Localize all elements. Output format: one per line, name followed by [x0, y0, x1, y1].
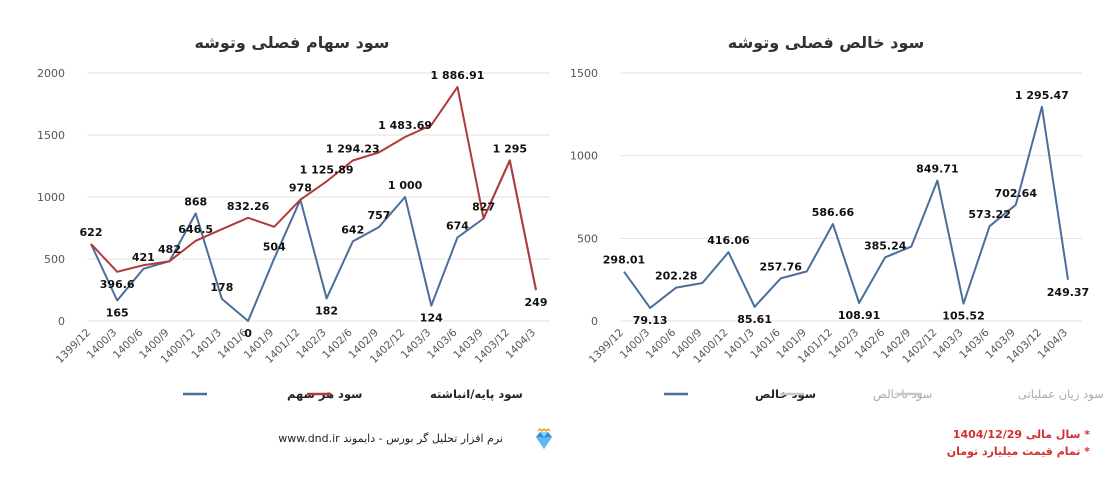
data-label: 827: [472, 200, 495, 213]
footer-notes: * سال مالی 1404/12/29 * تمام قیمت میلیار…: [890, 426, 1090, 460]
data-label: 124: [420, 312, 443, 325]
y-tick-label: 2000: [37, 67, 65, 80]
data-label: 1 000: [388, 179, 423, 192]
data-label: 832.26: [227, 200, 270, 213]
data-label: 249: [525, 296, 548, 309]
data-label: 178: [210, 281, 233, 294]
diamond-logo-icon: [536, 428, 552, 449]
data-label: 702.64: [995, 187, 1038, 200]
data-label: 257.76: [759, 260, 802, 273]
software-credit: نرم افزار تحلیل گر بورس - دایموند www.dn…: [278, 432, 503, 445]
data-label: 504: [263, 241, 286, 254]
data-label: 1 295.47: [1015, 89, 1069, 102]
data-label: 85.61: [737, 313, 772, 326]
currency-note: * تمام قیمت میلیارد تومان: [946, 445, 1090, 458]
data-label: 674: [446, 219, 469, 232]
chart-title: سود سهام فصلی وتوشه: [194, 33, 389, 52]
data-label: 757: [367, 209, 390, 222]
data-label: 416.06: [707, 234, 750, 247]
data-label: 202.28: [655, 270, 697, 283]
data-label: 1 295: [493, 142, 527, 155]
data-label: 1 294.23: [326, 143, 380, 156]
data-label: 622: [80, 226, 103, 239]
data-label: 182: [315, 304, 338, 317]
data-label: 298.01: [603, 254, 645, 267]
data-label: 646.5: [178, 223, 213, 236]
y-tick-label: 1000: [570, 150, 598, 163]
data-label: 482: [158, 243, 181, 256]
data-label: 0: [244, 327, 252, 340]
series-line: [90, 159, 537, 322]
data-label: 1 886.91: [431, 69, 485, 82]
data-label: 396.6: [100, 278, 135, 291]
legend-label: سود زیان عملیاتی: [1018, 387, 1104, 402]
data-label: 79.13: [633, 314, 668, 327]
data-label: 868: [184, 195, 207, 208]
data-label: 385.24: [864, 239, 907, 252]
data-label: 849.71: [916, 163, 958, 176]
data-label: 586.66: [812, 206, 855, 219]
fiscal-year-note: * سال مالی 1404/12/29: [952, 428, 1090, 441]
series-line: [623, 105, 1069, 309]
data-label: 642: [341, 223, 364, 236]
data-label: 165: [106, 307, 129, 320]
y-tick-label: 0: [591, 315, 598, 328]
chart-title: سود خالص فصلی وتوشه: [728, 33, 924, 52]
series-line: [90, 86, 537, 291]
x-tick-label: 1399/12: [587, 327, 626, 366]
data-label: 1 483.69: [378, 119, 432, 132]
data-label: 1 125.89: [300, 163, 354, 176]
data-label: 573.22: [968, 208, 1010, 221]
data-label: 421: [132, 251, 155, 264]
y-tick-label: 1000: [37, 191, 65, 204]
data-label: 249.37: [1047, 286, 1089, 299]
data-label: 978: [289, 182, 312, 195]
x-tick-label: 1404/3: [504, 327, 539, 362]
y-tick-label: 0: [58, 315, 65, 328]
data-label: 105.52: [942, 310, 984, 323]
y-tick-label: 1500: [37, 129, 65, 142]
legend-label: سود پایه/انباشته: [430, 387, 523, 402]
y-tick-label: 500: [577, 232, 598, 245]
data-label: 108.91: [838, 309, 880, 322]
x-tick-label: 1399/12: [54, 327, 93, 366]
y-tick-label: 1500: [570, 67, 598, 80]
y-tick-label: 500: [44, 253, 65, 266]
